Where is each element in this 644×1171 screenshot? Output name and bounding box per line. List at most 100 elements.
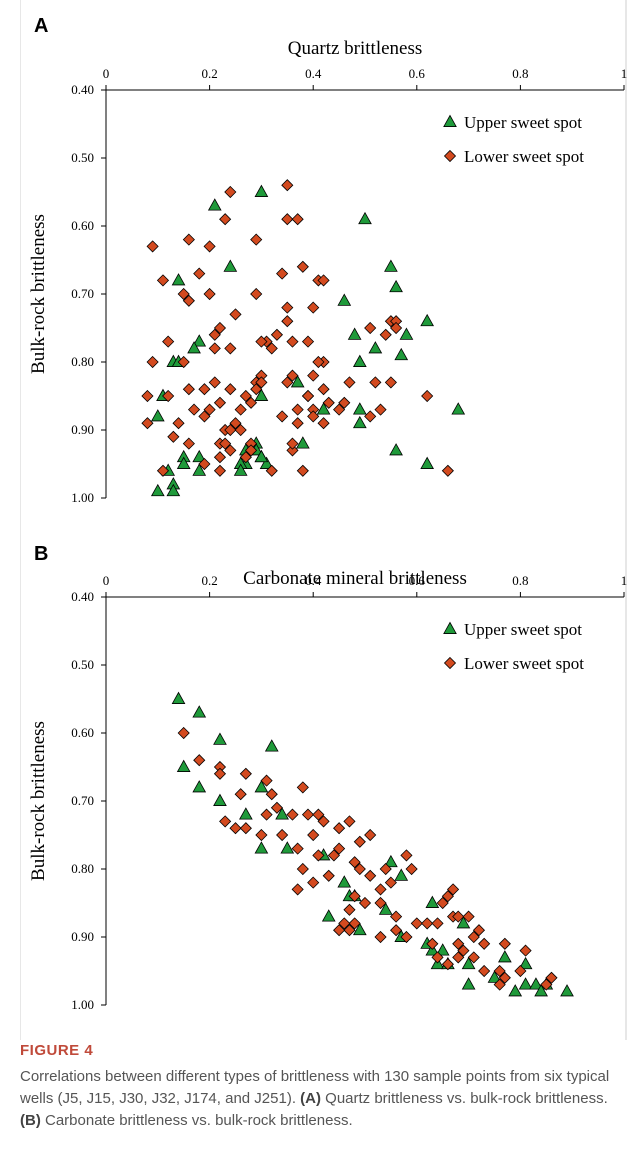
lower-sweet-spot-point [193, 754, 206, 767]
lower-sweet-spot-point [317, 274, 330, 287]
x-tick-label: 0.6 [409, 66, 426, 81]
upper-sweet-spot-point [213, 732, 227, 745]
lower-sweet-spot-point [208, 376, 221, 389]
lower-sweet-spot-point [358, 896, 372, 910]
upper-sweet-spot-point [368, 341, 383, 354]
lower-sweet-spot-point [374, 403, 387, 416]
lower-sweet-spot-point [177, 287, 190, 301]
upper-sweet-spot-point [425, 895, 440, 908]
lower-sweet-spot-point [327, 849, 340, 862]
lower-sweet-spot-point [187, 403, 201, 416]
upper-sweet-spot-point [443, 621, 457, 634]
lower-sweet-spot-point [312, 355, 325, 369]
lower-sweet-spot-point [390, 321, 403, 335]
x-tick-label: 0.6 [409, 573, 426, 588]
panel-b: B Carbonate mineral brittleness 0 0.2 0.4 0.6… [28, 543, 627, 1012]
lower-sweet-spot-point [281, 213, 294, 226]
caption-text: Correlations between different types of … [20, 1066, 620, 1132]
upper-sweet-spot-point [254, 388, 269, 401]
upper-sweet-spot-point [399, 327, 414, 340]
lower-sweet-spot-point [400, 930, 413, 944]
lower-sweet-spot-point [452, 937, 465, 950]
upper-sweet-spot-point [171, 691, 186, 704]
upper-sweet-spot-point [352, 402, 367, 415]
upper-sweet-spot-point [192, 463, 207, 476]
lower-sweet-spot-point [462, 910, 475, 923]
lower-sweet-spot-point [457, 944, 470, 957]
lower-sweet-spot-point [203, 287, 216, 301]
panel-a: A Quartz brittleness 0 0.2 0.4 0.6 0.8 1 0.40 0.5… [28, 15, 627, 505]
y-tick-label: 0.80 [71, 861, 94, 876]
lower-sweet-spot-point [498, 937, 511, 950]
lower-sweet-spot-point [224, 342, 237, 355]
lower-sweet-spot-point [322, 396, 335, 409]
y-tick-label: 1.00 [71, 997, 94, 1012]
lower-sweet-spot-point [276, 267, 289, 280]
lower-sweet-spot-point [369, 376, 382, 389]
lower-sweet-spot-point [443, 149, 457, 163]
lower-sweet-spot-point [493, 978, 506, 991]
lower-sweet-spot-point [198, 457, 211, 471]
lower-sweet-spot-point [291, 417, 304, 430]
x-tick-label: 0.8 [512, 66, 528, 81]
figure-label: FIGURE 4 [20, 1042, 94, 1059]
legend-upper-label: Upper sweet spot [464, 620, 582, 639]
lower-sweet-spot-point [374, 896, 387, 910]
lower-sweet-spot-point [213, 451, 227, 464]
upper-sweet-spot-point [451, 402, 466, 415]
lower-sweet-spot-point [291, 403, 304, 416]
lower-sweet-spot-point [498, 971, 511, 984]
lower-sweet-spot-point [276, 828, 289, 842]
legend-lower-label: Lower sweet spot [464, 654, 584, 673]
lower-sweet-spot-point [545, 971, 558, 984]
x-tick-label: 0 [103, 573, 110, 588]
upper-sweet-spot-point [295, 436, 310, 449]
upper-sweet-spot-point [461, 977, 476, 990]
upper-sweet-spot-point [518, 956, 533, 970]
y-tick-label: 0.90 [71, 422, 94, 437]
upper-sweet-spot-point [192, 449, 207, 463]
x-tick-label: 0.2 [201, 66, 217, 81]
upper-sweet-spot-point [213, 793, 227, 806]
lower-sweet-spot-point [296, 260, 309, 273]
lower-sweet-spot-point [276, 410, 289, 423]
lower-sweet-spot-point [446, 883, 460, 896]
lower-sweet-spot-point [307, 301, 320, 314]
lower-sweet-spot-point [384, 876, 397, 889]
lower-sweet-spot-point [177, 355, 190, 369]
upper-sweet-spot-point [420, 313, 435, 327]
figure-caption: FIGURE 4 Correlations between different … [20, 1040, 620, 1132]
lower-sweet-spot-point [250, 383, 263, 396]
upper-sweet-spot-point [378, 902, 393, 915]
lower-sweet-spot-point [182, 437, 195, 450]
lower-sweet-spot-point [338, 396, 351, 409]
lower-sweet-spot-point [384, 376, 397, 389]
lower-sweet-spot-point [296, 781, 309, 794]
lower-sweet-spot-point [146, 240, 159, 253]
lower-sweet-spot-point [431, 951, 444, 964]
lower-sweet-spot-point [467, 930, 480, 944]
lower-sweet-spot-point [390, 910, 403, 923]
lower-sweet-spot-point [364, 321, 377, 335]
lower-sweet-spot-point [441, 890, 454, 903]
lower-sweet-spot-point [348, 890, 361, 903]
upper-sweet-spot-point [316, 402, 331, 415]
y-tick-label: 0.60 [71, 725, 94, 740]
lower-sweet-spot-point [333, 924, 346, 937]
lower-sweet-spot-point [224, 383, 237, 396]
x-tick-label: 0.4 [305, 573, 322, 588]
upper-sweet-spot-point [384, 854, 398, 868]
upper-sweet-spot-point [254, 184, 269, 197]
x-tick-label: 1 [621, 66, 628, 81]
lower-sweet-spot-point [281, 179, 294, 192]
lower-sweet-spot-point [141, 389, 154, 403]
lower-sweet-spot-point [348, 917, 361, 930]
lower-sweet-spot-point [281, 315, 294, 328]
upper-sweet-spot-point [264, 739, 279, 752]
lower-sweet-spot-point [296, 464, 309, 477]
lower-sweet-spot-point [379, 328, 392, 341]
lower-sweet-spot-point [182, 383, 195, 396]
lower-sweet-spot-point [219, 437, 232, 450]
lower-sweet-spot-point [224, 185, 237, 199]
panel-letter: A [34, 15, 48, 37]
